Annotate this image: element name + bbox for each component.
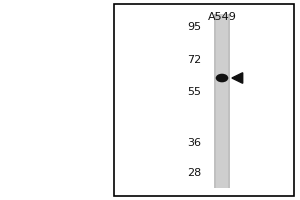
Text: 72: 72 — [187, 55, 201, 65]
Text: 95: 95 — [187, 22, 201, 32]
Bar — [216, 14, 228, 188]
Text: 55: 55 — [187, 87, 201, 97]
Text: A549: A549 — [208, 12, 236, 22]
Bar — [214, 14, 230, 188]
Ellipse shape — [216, 74, 228, 82]
Bar — [114, 4, 294, 196]
Text: 36: 36 — [187, 138, 201, 148]
Polygon shape — [232, 73, 243, 83]
Text: 28: 28 — [187, 168, 201, 178]
